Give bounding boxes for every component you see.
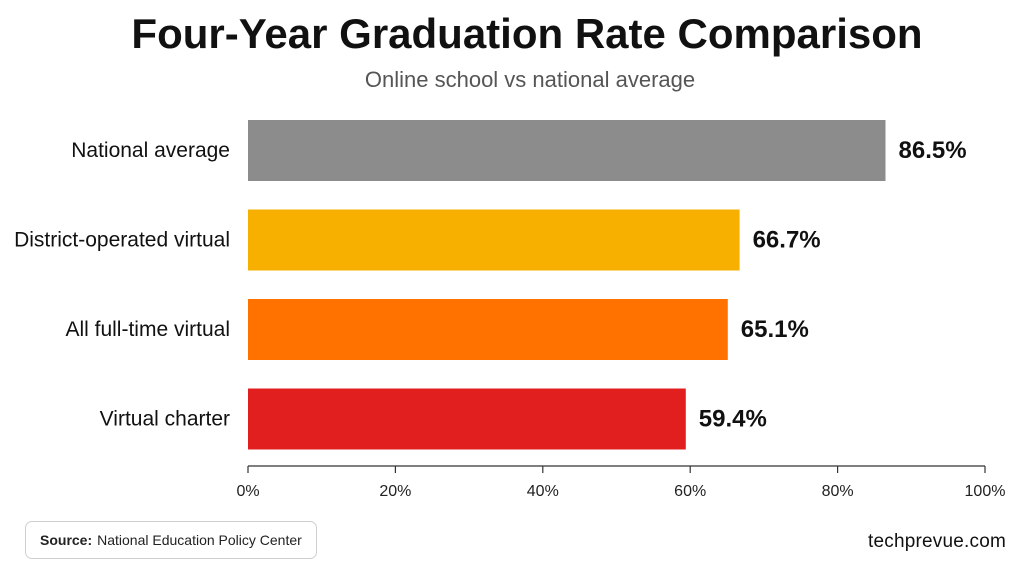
brand-watermark: techprevue.com bbox=[868, 531, 1006, 552]
category-label: District-operated virtual bbox=[14, 229, 230, 252]
category-label: All full-time virtual bbox=[65, 318, 230, 341]
x-axis: 0% 20% 40% 60% 80% 100% bbox=[236, 465, 1006, 500]
x-tick-label: 0% bbox=[236, 483, 259, 500]
x-tick-label: 60% bbox=[674, 483, 706, 500]
bar bbox=[248, 388, 686, 450]
source-text: National Education Policy Center bbox=[97, 532, 302, 548]
x-tick-label: 40% bbox=[527, 483, 559, 500]
chart-subtitle: Online school vs national average bbox=[365, 67, 695, 92]
value-label: 66.7% bbox=[753, 227, 821, 254]
x-tick-label: 100% bbox=[965, 483, 1006, 500]
bars-layer: National average 86.5% District-operated v… bbox=[14, 120, 967, 450]
source-note: Source: National Education Policy Center bbox=[25, 521, 317, 559]
chart-title: Four-Year Graduation Rate Comparison bbox=[131, 10, 922, 57]
bar bbox=[248, 209, 740, 271]
bar bbox=[248, 299, 728, 360]
bar bbox=[248, 120, 886, 181]
value-label: 65.1% bbox=[741, 316, 809, 343]
value-label: 86.5% bbox=[899, 137, 967, 164]
x-tick-label: 20% bbox=[379, 483, 411, 500]
category-label: National average bbox=[71, 139, 230, 162]
x-tick-label: 80% bbox=[822, 483, 854, 500]
category-label: Virtual charter bbox=[100, 408, 230, 431]
source-label: Source: bbox=[40, 532, 93, 548]
value-label: 59.4% bbox=[699, 406, 767, 433]
